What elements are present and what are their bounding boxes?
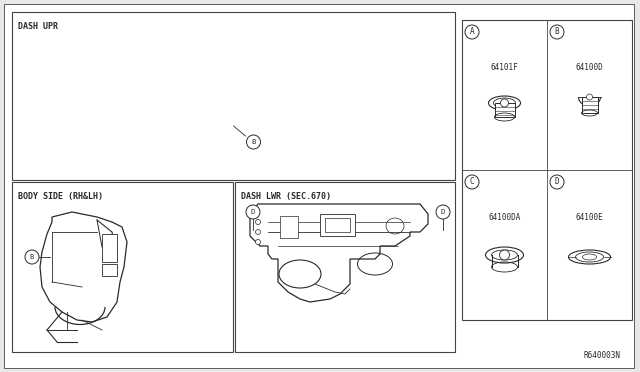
Circle shape (465, 25, 479, 39)
Bar (495, 103, 515, 117)
Circle shape (436, 205, 450, 219)
Circle shape (550, 25, 564, 39)
Text: C: C (470, 177, 474, 186)
Circle shape (246, 135, 260, 149)
Bar (320, 214, 355, 236)
Text: DASH LWR (SEC.670): DASH LWR (SEC.670) (241, 192, 331, 201)
Circle shape (255, 219, 260, 224)
Text: A: A (470, 28, 474, 36)
Bar (12, 12, 455, 180)
Circle shape (465, 175, 479, 189)
Text: D: D (441, 209, 445, 215)
Text: 64100E: 64100E (575, 212, 604, 221)
Bar (102, 264, 117, 276)
Text: D: D (555, 177, 559, 186)
Text: D: D (251, 209, 255, 215)
Text: R640003N: R640003N (583, 351, 620, 360)
Bar (102, 234, 117, 262)
Circle shape (586, 94, 593, 100)
Text: B: B (555, 28, 559, 36)
Circle shape (550, 175, 564, 189)
Bar (325, 218, 350, 232)
Bar (280, 216, 298, 238)
Bar (462, 20, 632, 320)
Text: B: B (30, 254, 34, 260)
Circle shape (255, 240, 260, 244)
Circle shape (500, 99, 509, 107)
Circle shape (25, 250, 39, 264)
Text: B: B (252, 139, 255, 145)
Text: BODY SIDE (RH&LH): BODY SIDE (RH&LH) (18, 192, 103, 201)
Text: 64101F: 64101F (491, 62, 518, 71)
Text: 64100D: 64100D (575, 62, 604, 71)
Text: DASH UPR: DASH UPR (18, 22, 58, 31)
Circle shape (255, 230, 260, 234)
Bar (582, 97, 598, 113)
Circle shape (499, 250, 509, 260)
Bar (12, 182, 233, 352)
Text: 64100DA: 64100DA (488, 212, 521, 221)
Circle shape (246, 205, 260, 219)
Bar (235, 182, 455, 352)
